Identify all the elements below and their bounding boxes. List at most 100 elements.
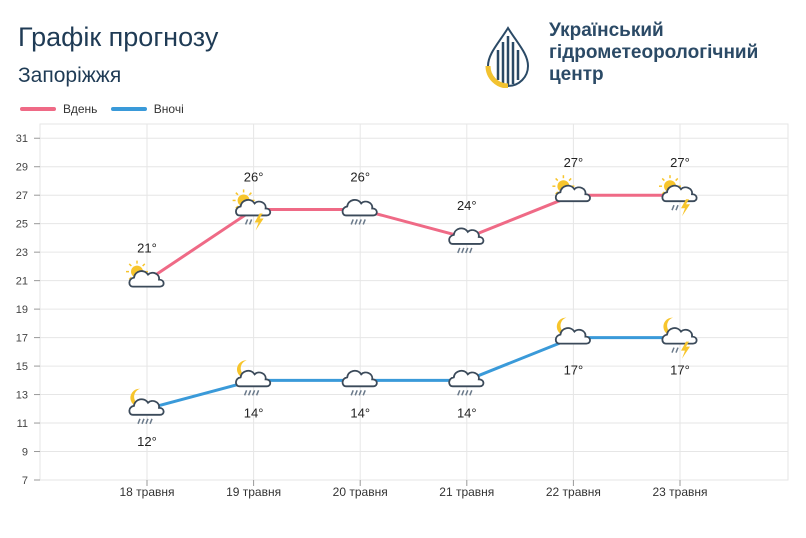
rain-drop [141,418,145,425]
cloud-shape [554,327,591,345]
org-line-3: центр [549,64,604,85]
sun-cloud-thunder-rain-icon [659,175,698,217]
y-tick-label: 19 [16,304,28,316]
legend-swatch-night [110,107,147,111]
y-tick-label: 29 [16,162,28,174]
y-tick-label: 31 [16,133,28,145]
chart-title: Графік прогнозу [18,22,219,52]
y-tick-label: 21 [16,276,28,288]
data-label: 27° [670,155,690,170]
data-label: 12° [137,434,157,449]
y-tick-label: 13 [16,390,28,402]
y-tick-label: 25 [16,219,28,231]
cloud-shape [554,184,591,203]
x-tick-label: 23 травня [652,485,707,499]
x-tick-label: 21 травня [439,485,494,499]
legend-item-night[interactable]: Вночі [110,102,184,116]
legend-swatch-day [20,107,56,111]
sun-cloud-icon [552,175,591,203]
rain-drop [362,390,366,396]
rain-drop [354,390,358,396]
rain-drop [354,219,358,225]
rain-drop [255,390,260,396]
rain-drop [461,247,465,254]
y-tick-label: 15 [16,361,28,373]
y-tick-label: 9 [22,447,28,459]
x-tick-label: 18 травня [119,485,174,499]
sun-ray [675,177,679,182]
cloud-shape [235,199,272,217]
org-line-1: Український [549,20,664,41]
lightning-shape [681,199,690,217]
rain-drop [457,390,461,396]
data-label: 17° [564,363,584,378]
rain-drop [671,204,675,211]
moon-cloud-rain-icon [235,360,272,396]
lightning-shape [254,213,264,231]
rain-drop [244,219,249,225]
data-label: 17° [670,363,690,378]
moon-shape [663,317,678,336]
sun-ray [661,177,665,182]
data-label: 24° [457,198,477,213]
cloud-shape [341,369,378,388]
cloud-rain-icon [341,199,378,225]
series-line-day [146,193,680,282]
cloud-rain-icon [448,227,485,254]
rain-drop [465,390,469,396]
cloud-rain-icon [448,369,485,396]
rain-drop [469,390,473,396]
rain-drop [671,347,675,353]
cloud-shape [128,398,165,416]
rain-drop [350,390,354,396]
cloud-shape [235,369,272,388]
sun-ray [248,192,252,196]
rain-drop [145,418,149,425]
sun-ray [568,177,572,182]
city-name: Запоріжжя [18,64,122,87]
data-label: 14° [457,405,477,420]
moon-shape [130,388,145,407]
rain-drop [465,247,469,254]
data-label: 27° [564,155,584,170]
sun-cloud-thunder-rain-icon [232,189,272,231]
data-label: 21° [137,241,157,256]
plot-frame [39,123,789,481]
legend-label-day: Вдень [63,102,98,116]
moon-cloud-rain-icon [128,388,165,425]
y-tick-label: 23 [16,247,28,259]
rain-drop [358,390,362,396]
rain-drop [248,219,253,225]
cloud-rain-icon [341,369,378,396]
rain-drop [350,219,354,225]
cloud-shape [341,199,378,217]
y-tick-label: 27 [16,190,28,202]
legend-item-day[interactable]: Вдень [20,102,97,116]
rain-drop [675,347,679,353]
series-line-night [146,336,680,411]
rain-drop [362,219,366,225]
data-label: 26° [350,169,370,184]
rain-drop [251,390,256,396]
y-tick-label: 17 [16,333,28,345]
cloud-shape [661,184,698,203]
x-tick-label: 22 травня [546,485,601,499]
lightning-shape [681,341,690,359]
ukrhydromet-logo-icon [485,26,530,88]
data-label: 14° [350,405,370,420]
cloud-shape [128,270,165,288]
rain-drop [358,219,362,225]
cloud-shape [448,227,485,245]
data-label: 26° [244,169,264,184]
rain-drop [675,204,679,211]
legend-label-night: Вночі [153,102,184,116]
x-tick-label: 19 травня [226,485,281,499]
sun-ray [142,263,146,267]
sun-ray [235,192,239,196]
sun-cloud-icon [126,260,165,288]
cloud-shape [661,327,698,345]
legend: Вдень Вночі [20,100,194,116]
moon-cloud-icon [554,317,591,345]
rain-drop [457,247,461,254]
